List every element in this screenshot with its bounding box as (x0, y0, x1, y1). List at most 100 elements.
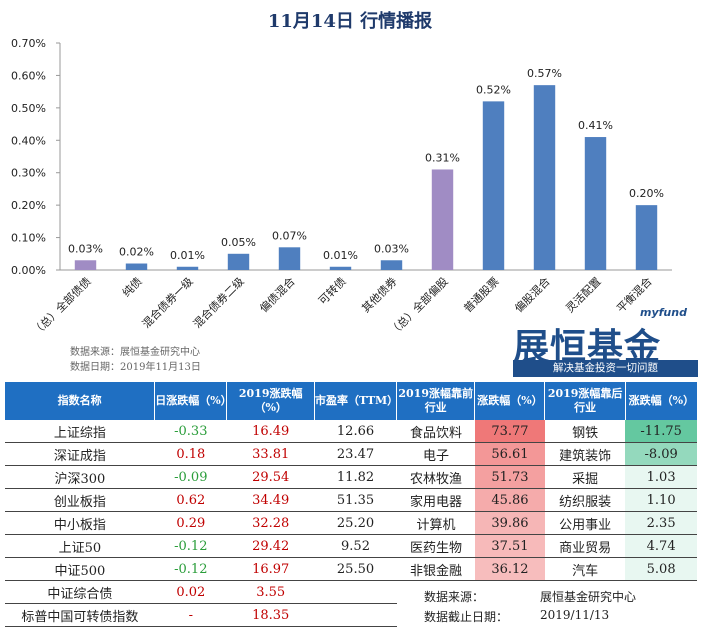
index-row: 中小板指 0.29 32.28 25.20 (5, 511, 397, 535)
x-category-label: 其他债券 (359, 274, 400, 315)
x-category-label: 偏股混合 (512, 274, 553, 315)
x-category-label: 灵活配置 (563, 275, 603, 315)
industry-row: 非银金融 36.12 汽车 5.08 (397, 557, 697, 581)
industry-row: 计算机 39.86 公用事业 2.35 (397, 511, 697, 535)
index-name: 上证综指 (5, 420, 155, 443)
bottom-industry-change: -11.75 (625, 420, 697, 443)
x-category-label: 普通股票 (461, 274, 502, 315)
index-day-change: -0.33 (154, 420, 227, 443)
index-name: 上证50 (5, 534, 155, 558)
index-ytd-change: 29.54 (226, 465, 315, 489)
top-industry-change: 37.51 (474, 534, 545, 558)
index-pe (314, 580, 397, 604)
index-row: 中证综合债 0.02 3.55 (5, 580, 397, 604)
bar-value-label: 0.52% (476, 83, 511, 96)
footer-source-value: 展恒基金研究中心 (540, 590, 637, 604)
top-industry-name: 电子 (397, 442, 475, 466)
chart-title: 11月14日 行情播报 (268, 10, 432, 32)
top-industry-change: 36.12 (474, 557, 545, 581)
index-day-change: 0.29 (154, 511, 227, 535)
index-day-change: 0.62 (154, 488, 227, 512)
top-industry-name: 非银金融 (397, 557, 475, 581)
y-tick-label: 0.00% (11, 264, 46, 277)
index-name: 沪深300 (5, 465, 155, 489)
bar-value-label: 0.01% (323, 249, 358, 262)
index-day-change: 0.18 (154, 442, 227, 466)
brand-slogan: 解决基金投资一切问题 (513, 360, 698, 377)
y-tick-label: 0.60% (11, 69, 46, 82)
index-name: 深证成指 (5, 442, 155, 466)
bar (329, 266, 352, 270)
bar-value-label: 0.41% (578, 119, 613, 132)
index-name: 中证综合债 (5, 580, 155, 604)
index-pe: 23.47 (314, 442, 397, 466)
bar-value-label: 0.03% (374, 242, 409, 255)
index-name: 中小板指 (5, 511, 155, 535)
index-pe: 11.82 (314, 465, 397, 489)
ytd-change-header: 2019涨跌幅（%） (226, 382, 316, 420)
index-row: 上证综指 -0.33 16.49 12.66 (5, 420, 397, 443)
bottom-industry-header: 2019涨幅靠后行业 (544, 382, 626, 420)
index-ytd-change: 16.49 (226, 420, 315, 443)
bar-value-label: 0.03% (68, 242, 103, 255)
index-pe: 12.66 (314, 420, 397, 443)
top-change-header: 涨跌幅（%） (474, 382, 546, 420)
y-tick-label: 0.70% (11, 37, 46, 50)
bottom-industry-name: 公用事业 (544, 511, 626, 535)
x-category-label: 纯债 (119, 274, 144, 299)
bar (584, 137, 607, 270)
bar (431, 169, 454, 270)
index-pe (314, 603, 397, 627)
bar-value-label: 0.07% (272, 229, 307, 242)
bottom-industry-name: 钢铁 (544, 420, 626, 443)
top-industry-name: 家用电器 (397, 488, 475, 512)
bar-value-label: 0.05% (221, 236, 256, 249)
index-row: 上证50 -0.12 29.42 9.52 (5, 534, 397, 558)
index-row: 中证500 -0.12 16.97 25.50 (5, 557, 397, 581)
x-category-label: 混合债券一级 (139, 274, 196, 331)
industry-row: 农林牧渔 51.73 采掘 1.03 (397, 465, 697, 489)
bar (380, 260, 403, 270)
top-industry-name: 农林牧渔 (397, 465, 475, 489)
top-industry-change: 39.86 (474, 511, 545, 535)
bottom-change-header: 涨跌幅（%） (625, 382, 697, 420)
index-row: 标普中国可转债指数 -18.35 (5, 603, 397, 627)
x-category-label: 偏债混合 (257, 274, 298, 315)
bottom-industry-change: 5.08 (625, 557, 697, 581)
index-pe: 25.50 (314, 557, 397, 581)
day-change-header: 日涨跌幅（%） (154, 382, 232, 420)
index-name: 标普中国可转债指数 (5, 603, 155, 627)
industry-row: 食品饮料 73.77 钢铁 -11.75 (397, 420, 697, 443)
index-ytd-change: 16.97 (226, 557, 315, 581)
index-day-change: -0.12 (154, 557, 227, 581)
index-pe: 25.20 (314, 511, 397, 535)
top-industry-change: 45.86 (474, 488, 545, 512)
index-day-change: - (154, 603, 227, 627)
bar (227, 253, 250, 270)
data-date-note: 数据日期：2019年11月13日 (70, 362, 201, 373)
index-ytd-change: 32.28 (226, 511, 315, 535)
bar (278, 247, 301, 270)
index-name: 创业板指 (5, 488, 155, 512)
y-tick-label: 0.30% (11, 167, 46, 180)
bottom-industry-name: 商业贸易 (544, 534, 626, 558)
top-industry-name: 医药生物 (397, 534, 475, 558)
bar-value-label: 0.20% (629, 187, 664, 200)
index-day-change: -0.09 (154, 465, 227, 489)
top-industry-change: 73.77 (474, 420, 545, 443)
y-tick-label: 0.50% (11, 102, 46, 115)
bar (482, 101, 505, 270)
industry-row: 电子 56.61 建筑装饰 -8.09 (397, 442, 697, 466)
y-tick-label: 0.10% (11, 232, 46, 245)
index-ytd-change: 33.81 (226, 442, 315, 466)
bottom-industry-change: 1.03 (625, 465, 697, 489)
brand-myfund-label: myfund (640, 306, 687, 319)
fund-performance-bar-chart: 11月14日 行情播报 0.00% 0.10% 0.20% 0.30% 0.40% 0.50… (11, 10, 672, 339)
bottom-industry-change: 1.10 (625, 488, 697, 512)
top-industry-header: 2019涨幅靠前行业 (397, 382, 476, 420)
top-industry-change: 51.73 (474, 465, 545, 489)
index-name-header: 指数名称 (5, 382, 156, 420)
bar (125, 263, 148, 270)
bottom-industry-change: 2.35 (625, 511, 697, 535)
data-source-note: 数据来源：展恒基金研究中心 (70, 347, 200, 358)
